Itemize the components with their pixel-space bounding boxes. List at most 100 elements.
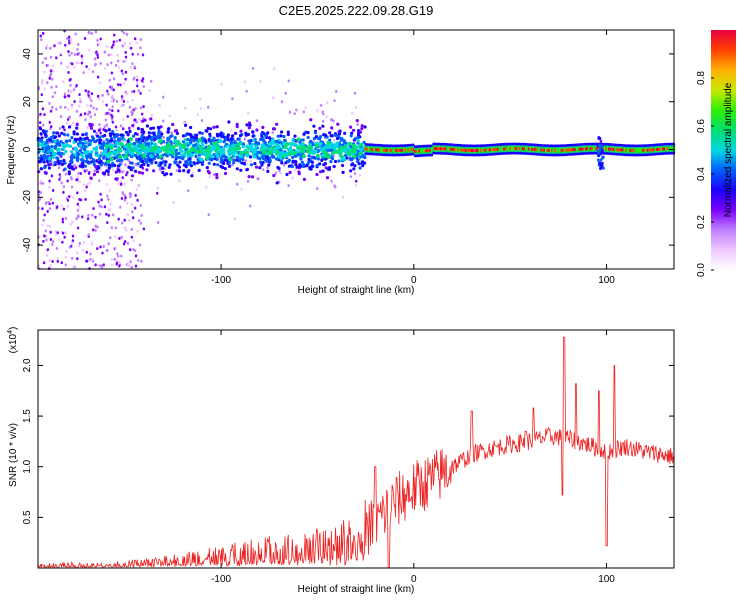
heatmap-cell <box>78 205 81 209</box>
heatmap-cell <box>110 258 113 262</box>
heatmap-cell <box>130 90 134 94</box>
heatmap-cell <box>325 115 328 119</box>
heatmap-cell <box>40 93 43 97</box>
heatmap-cell <box>130 161 134 165</box>
heatmap-cell <box>92 160 96 164</box>
heatmap-cell <box>39 121 42 125</box>
heatmap-cell <box>274 157 279 161</box>
heatmap-cell <box>335 144 339 149</box>
heatmap-cell <box>130 227 133 231</box>
heatmap-cell <box>157 129 161 133</box>
heatmap-cell <box>118 38 122 42</box>
heatmap-cell <box>130 203 134 206</box>
snr-line <box>37 336 674 569</box>
heatmap-cell <box>189 153 194 158</box>
heatmap-cell <box>68 195 71 199</box>
heatmap-cell <box>149 154 154 159</box>
heatmap-cell <box>185 160 189 164</box>
heatmap-cell <box>215 154 220 158</box>
heatmap-cell <box>104 129 108 133</box>
heatmap-cell <box>334 133 338 137</box>
heatmap-cell <box>204 145 208 149</box>
heatmap-cell <box>162 119 165 123</box>
heatmap-cell <box>236 142 241 146</box>
heatmap-cell <box>59 115 63 119</box>
heatmap-cell <box>333 184 336 188</box>
heatmap-cell <box>359 155 363 159</box>
heatmap-cell <box>116 252 119 256</box>
heatmap-cell <box>160 132 164 136</box>
heatmap-cell <box>154 145 159 150</box>
heatmap-cell <box>356 139 360 143</box>
heatmap-cell <box>212 162 216 166</box>
spectrogram-y-axis-label: Frequency (Hz) <box>6 116 17 185</box>
heatmap-cell <box>94 149 98 153</box>
heatmap-cell <box>197 159 201 163</box>
heatmap-cell <box>51 243 54 246</box>
heatmap-cell <box>182 143 187 148</box>
heatmap-cell <box>78 180 81 184</box>
heatmap-cell <box>275 146 279 151</box>
heatmap-cell <box>112 88 115 92</box>
x-tick-label: 100 <box>598 275 615 286</box>
heatmap-cell <box>71 234 75 238</box>
colorbar-ticks: 0.0 0.2 0.4 0.6 0.8 <box>696 71 714 277</box>
heatmap-cell <box>251 67 255 70</box>
heatmap-cell <box>306 135 310 140</box>
heatmap-cell <box>337 132 342 136</box>
heatmap-cell <box>121 221 124 225</box>
heatmap-cell <box>39 34 42 38</box>
heatmap-cell <box>55 56 58 60</box>
heatmap-cell <box>157 149 162 154</box>
heatmap-cell <box>38 160 42 164</box>
heatmap-cell <box>139 165 143 169</box>
heatmap-cell <box>292 150 297 155</box>
heatmap-cell <box>88 31 91 35</box>
heatmap-cell <box>282 163 286 167</box>
heatmap-cell <box>66 133 70 137</box>
heatmap-cell <box>126 115 129 118</box>
heatmap-cell <box>128 105 132 109</box>
heatmap-cell <box>136 162 140 166</box>
heatmap-cell <box>134 37 137 41</box>
heatmap-cell <box>149 117 153 121</box>
heatmap-cell <box>77 51 81 55</box>
heatmap-cell <box>76 202 79 206</box>
heatmap-cell <box>75 178 79 182</box>
heatmap-cell <box>245 150 250 155</box>
heatmap-cell <box>89 258 92 261</box>
heatmap-cell <box>156 134 160 138</box>
heatmap-cell <box>600 145 604 149</box>
heatmap-cell <box>74 32 77 36</box>
heatmap-cell <box>113 235 117 239</box>
heatmap-cell <box>89 176 93 180</box>
heatmap-cell <box>124 55 128 59</box>
heatmap-cell <box>94 63 97 67</box>
heatmap-cell <box>48 224 52 228</box>
heatmap-cell <box>310 164 314 168</box>
heatmap-cell <box>66 118 70 121</box>
heatmap-cell <box>111 130 115 134</box>
heatmap-cell <box>259 160 263 164</box>
heatmap-cell <box>51 95 54 99</box>
heatmap-cell <box>71 167 75 171</box>
heatmap-cell <box>49 55 53 59</box>
heatmap-cell <box>237 146 242 151</box>
heatmap-cell <box>96 247 99 251</box>
heatmap-cell <box>48 179 51 183</box>
heatmap-cell <box>61 162 65 166</box>
heatmap-cell <box>288 110 292 114</box>
heatmap-cell <box>300 160 304 164</box>
heatmap-cell <box>247 126 251 130</box>
heatmap-cell <box>223 158 227 162</box>
heatmap-cell <box>49 148 53 152</box>
heatmap-cell <box>92 147 96 151</box>
heatmap-cell <box>215 157 219 162</box>
heatmap-cell <box>137 259 140 262</box>
heatmap-cell <box>123 218 126 222</box>
heatmap-cell <box>106 221 109 225</box>
heatmap-cell <box>51 69 55 73</box>
heatmap-cell <box>51 77 54 81</box>
heatmap-cell <box>123 226 127 230</box>
heatmap-cell <box>362 140 366 144</box>
